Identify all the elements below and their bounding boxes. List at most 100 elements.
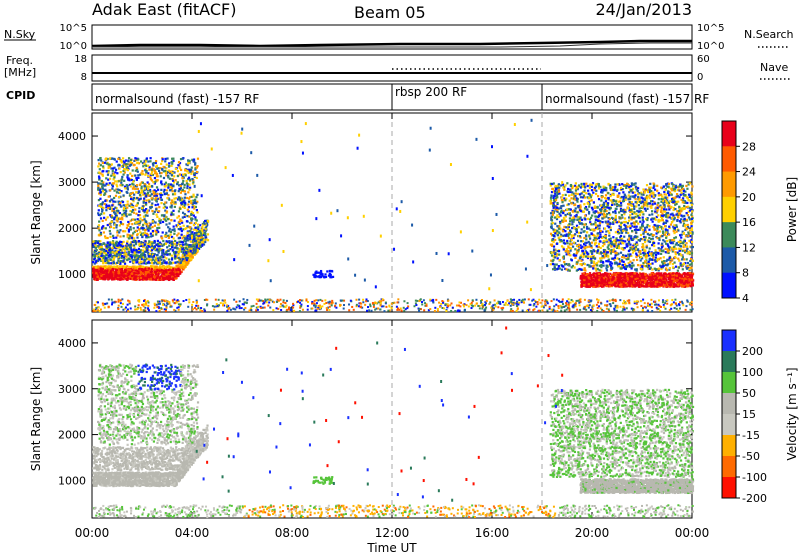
power-point [112, 260, 115, 263]
power-point [138, 213, 142, 217]
power-point [136, 261, 139, 264]
power-point [615, 309, 618, 312]
power-point [197, 304, 200, 307]
power-point [181, 205, 185, 209]
power-point [172, 251, 176, 254]
power-point [120, 276, 123, 279]
power-point [181, 248, 184, 251]
power-point [117, 217, 120, 220]
power-point [690, 303, 693, 306]
power-point [146, 270, 149, 273]
power-point [331, 301, 334, 304]
power-point [319, 298, 322, 301]
power-point [259, 299, 262, 302]
power-point [381, 298, 384, 301]
power-point [143, 255, 147, 258]
power-point [155, 213, 158, 216]
power-point [170, 254, 173, 257]
power-point [114, 200, 117, 203]
power-point [184, 237, 187, 241]
power-point [242, 303, 245, 306]
power-point [324, 299, 327, 302]
power-point [171, 170, 174, 173]
power-point [120, 305, 123, 308]
power-point [167, 169, 171, 172]
power-point [103, 248, 106, 251]
power-point [268, 298, 271, 301]
power-point [130, 254, 133, 257]
power-point [224, 301, 227, 304]
power-point [103, 193, 106, 196]
power-point [136, 257, 140, 260]
power-point [115, 209, 118, 212]
power-point [622, 302, 625, 305]
power-point [258, 298, 261, 301]
power-point [116, 172, 119, 175]
power-point [170, 204, 173, 207]
power-point [111, 301, 114, 304]
power-point [105, 170, 108, 173]
power-point [475, 298, 478, 301]
power-point [260, 299, 263, 302]
power-point [120, 217, 123, 220]
power-point [139, 273, 142, 277]
power-point [144, 169, 147, 172]
power-point [142, 228, 145, 231]
power-point [107, 244, 111, 247]
power-point [138, 250, 142, 254]
power-point [548, 307, 551, 310]
power-point [193, 160, 196, 163]
power-point [180, 233, 183, 236]
power-point [147, 268, 150, 272]
power-point [97, 182, 100, 185]
power-point [110, 249, 113, 252]
power-point [190, 172, 193, 175]
power-point [422, 299, 425, 302]
power-point [122, 259, 125, 262]
power-point [445, 310, 448, 313]
power-point [612, 299, 615, 302]
cpid-segment-label: normalsound (fast) -157 RF [545, 92, 709, 106]
power-point [176, 234, 179, 237]
power-point [109, 276, 112, 279]
power-point [685, 305, 688, 308]
power-point [315, 302, 318, 305]
power-point [123, 185, 127, 188]
power-point [190, 166, 193, 169]
power-point [114, 243, 117, 246]
power-point [123, 253, 126, 256]
power-point [132, 164, 135, 167]
power-point [191, 206, 194, 209]
power-point [117, 203, 120, 206]
power-point [132, 211, 136, 214]
power-point [564, 304, 567, 307]
power-point [127, 299, 130, 302]
power-point [133, 278, 136, 281]
power-point [117, 164, 120, 167]
power-point [194, 249, 197, 252]
power-point [122, 160, 125, 163]
power-point [105, 177, 108, 180]
power-point [112, 226, 115, 230]
power-point [119, 248, 122, 252]
power-point [106, 173, 110, 176]
power-point [117, 259, 120, 263]
power-point [107, 178, 110, 181]
power-point [167, 266, 170, 269]
power-point [107, 170, 110, 173]
power-point [100, 254, 103, 257]
power-point [99, 197, 102, 200]
power-point [328, 302, 331, 305]
power-point [396, 307, 399, 310]
power-point [145, 303, 148, 306]
power-point [190, 168, 193, 172]
power-point [147, 274, 150, 277]
power-point [112, 246, 116, 249]
power-point [198, 244, 201, 247]
power-point [170, 266, 173, 270]
power-point [158, 210, 161, 213]
power-point [105, 203, 108, 206]
power-point [171, 244, 174, 247]
power-point [315, 309, 318, 312]
power-point [136, 236, 139, 239]
